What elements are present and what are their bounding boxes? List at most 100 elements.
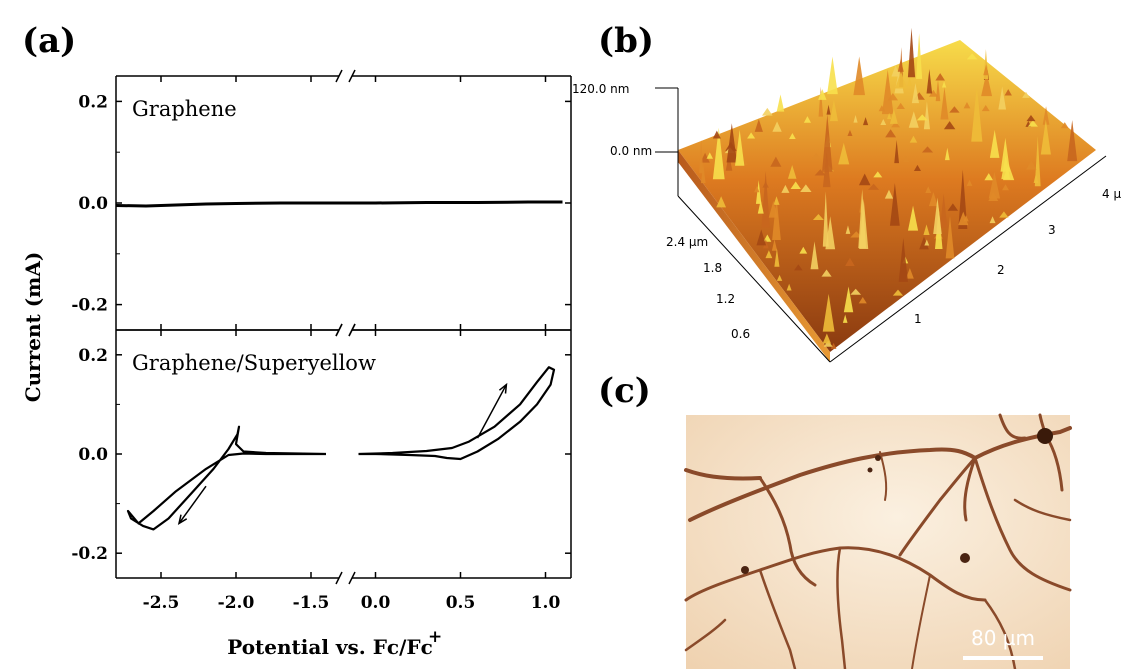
afm-peak <box>1042 106 1050 125</box>
afm-peak <box>923 224 930 236</box>
afm-x-axis <box>829 155 1107 363</box>
afm-peak <box>823 340 833 347</box>
afm-peak <box>712 127 725 180</box>
afm-peak <box>826 104 831 115</box>
axis-break-b-1-1 <box>348 571 356 585</box>
afm-peak <box>786 283 792 291</box>
afm-peak <box>756 229 767 246</box>
direction-arrow-1 <box>476 384 508 439</box>
afm-peak <box>908 111 919 128</box>
optical-micrograph: 80 µm <box>684 413 1072 669</box>
x-tick-label-2: -1.5 <box>293 593 330 613</box>
afm-peak <box>913 164 922 171</box>
afm-peak <box>941 81 947 88</box>
afm-surface-front <box>678 150 830 362</box>
dark-spot-5 <box>867 467 873 473</box>
afm-peak <box>768 200 778 218</box>
afm-peak <box>1002 184 1009 191</box>
afm-peak <box>884 189 894 199</box>
axis-break-b-0-0 <box>348 69 356 83</box>
dark-spot-2 <box>960 553 970 563</box>
afm-peak <box>907 205 919 231</box>
afm-peak <box>989 129 1000 158</box>
afm-peak <box>963 102 971 109</box>
afm-peak <box>822 293 835 332</box>
afm-peaks <box>699 27 1078 349</box>
afm-y-tick-label: 2.4 µm <box>666 235 708 249</box>
y-tick-label-0-1: 0.0 <box>78 194 108 214</box>
afm-surface-plot: 120.0 nm 0.0 nm 1 2 3 4 µm 2.4 µm 1.8 1.2 0.6 <box>572 27 1121 363</box>
x-tick-label-1: -2.0 <box>218 593 255 613</box>
afm-y-axis <box>677 195 831 363</box>
afm-peak <box>891 65 900 77</box>
afm-peak <box>911 83 920 104</box>
axis-break-a-1-0 <box>335 323 343 337</box>
afm-peak <box>770 156 782 167</box>
afm-peak <box>944 147 950 161</box>
afm-peak <box>1026 115 1036 122</box>
crack-network <box>684 413 1072 669</box>
afm-peak <box>1022 91 1030 98</box>
dark-spot-1 <box>1037 428 1053 444</box>
afm-peak <box>966 53 978 60</box>
afm-peak <box>1040 119 1051 155</box>
axis-break-a-1-1 <box>335 571 343 585</box>
afm-peak <box>811 152 822 160</box>
afm-peak <box>763 239 769 249</box>
afm-peak <box>981 105 990 112</box>
afm-peak <box>774 248 780 267</box>
afm-peak <box>757 199 764 214</box>
afm-peak <box>821 269 832 277</box>
afm-peak <box>867 183 880 190</box>
cv-chart: 0.2 0.0 -0.2 Graphene 0.2 0.0 -0.2 Graphene/Sup… <box>21 69 572 659</box>
direction-arrowhead-0 <box>177 514 188 525</box>
afm-peak <box>858 296 867 304</box>
afm-peak <box>822 151 831 188</box>
afm-z-label-zero: 0.0 nm <box>610 144 652 158</box>
afm-peak <box>905 268 914 279</box>
afm-peak <box>988 171 1001 199</box>
afm-peak <box>814 169 826 176</box>
afm-peak <box>772 121 782 132</box>
axis-break-a-0-0 <box>335 69 343 83</box>
afm-peak <box>789 132 796 140</box>
afm-peak <box>873 171 883 178</box>
afm-peak <box>885 129 897 138</box>
afm-peak <box>853 56 866 96</box>
series-label-0: Graphene <box>132 97 237 121</box>
afm-x-tick-label: 3 <box>1048 223 1056 237</box>
afm-peak <box>712 130 721 139</box>
afm-peak <box>940 87 949 120</box>
afm-peak <box>830 342 837 349</box>
afm-peak <box>887 92 899 101</box>
afm-peak <box>754 186 760 193</box>
afm-peak <box>845 257 855 267</box>
afm-peak <box>822 114 833 172</box>
afm-peak <box>940 193 948 228</box>
afm-peak <box>862 117 869 126</box>
afm-peak <box>889 109 898 124</box>
afm-peak <box>716 196 727 208</box>
afm-y-tick-label: 1.2 <box>716 292 735 306</box>
afm-peak <box>916 114 928 121</box>
afm-peak <box>971 85 983 142</box>
afm-peak <box>903 155 910 163</box>
afm-peak <box>928 89 938 97</box>
x-tick-label-4: 0.5 <box>446 593 476 613</box>
x-tick-label-3: 0.0 <box>361 593 391 613</box>
afm-peak <box>812 213 824 221</box>
afm-peak <box>747 132 756 139</box>
afm-peak <box>810 241 819 270</box>
afm-ticks: 1 2 3 4 µm 2.4 µm 1.8 1.2 0.6 <box>666 187 1121 341</box>
afm-peak <box>858 188 867 249</box>
afm-peak <box>845 225 851 234</box>
afm-peak <box>919 236 929 250</box>
afm-peak <box>958 169 968 229</box>
direction-arrow-0 <box>178 485 207 524</box>
y-tick-label-1-0: 0.2 <box>78 346 108 366</box>
direction-arrowhead-1 <box>498 382 508 394</box>
afm-peak <box>966 179 973 186</box>
series-label-1: Graphene/Superyellow <box>132 351 376 375</box>
afm-peak <box>983 64 989 76</box>
afm-peak <box>958 211 969 226</box>
